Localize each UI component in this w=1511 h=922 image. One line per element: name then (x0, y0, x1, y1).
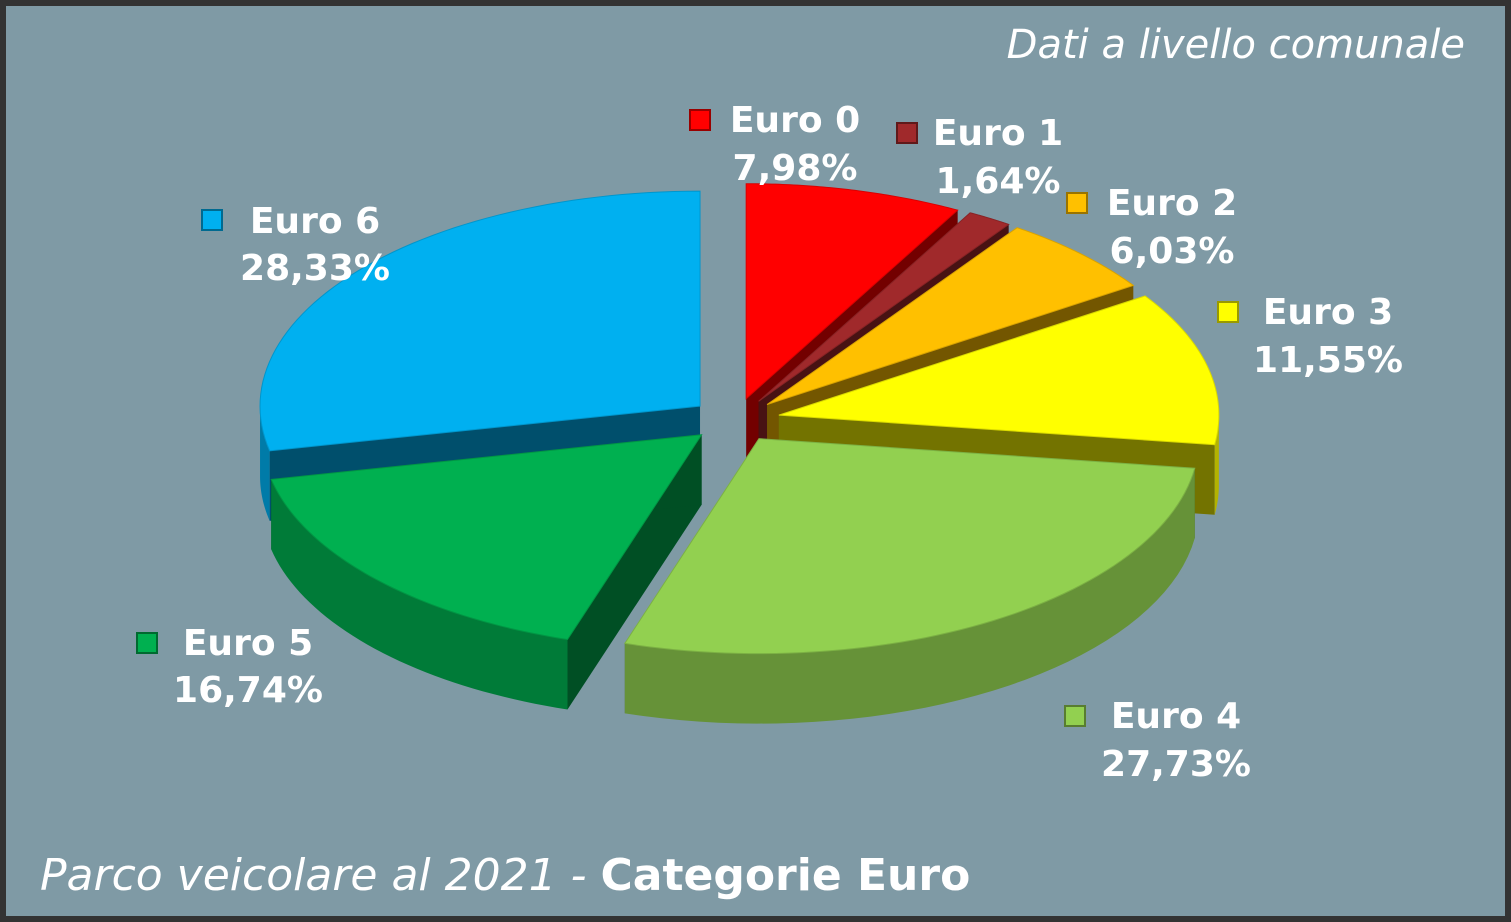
title-text: Parco veicolare al 2021 - (40, 850, 600, 901)
annotation: Dati a livello comunale (1007, 22, 1465, 68)
slice-label: Euro 4 (1111, 696, 1241, 737)
slice-side (624, 468, 1195, 724)
chart-title: Parco veicolare al 2021 - Categorie Euro (40, 850, 970, 901)
slice-label: Euro 2 (1107, 183, 1237, 224)
slice-label: Euro 5 (183, 623, 313, 664)
slice-side (1214, 415, 1219, 515)
legend-swatch (896, 122, 918, 144)
value-label: 16,74% (173, 670, 323, 711)
slice (745, 183, 959, 400)
slice-label: Euro 3 (1263, 292, 1393, 333)
legend-swatch (201, 209, 223, 231)
slice (259, 190, 701, 452)
slice-label: Euro 1 (933, 113, 1063, 154)
title-bold: Categorie Euro (600, 850, 970, 901)
legend-swatch (1066, 192, 1088, 214)
slice (758, 212, 1010, 402)
slice-side (260, 406, 270, 521)
legend-swatch (1217, 301, 1239, 323)
value-label: 6,03% (1110, 231, 1235, 272)
legend-swatch (136, 632, 158, 654)
legend-swatch (1064, 705, 1086, 727)
slice-label: Euro 6 (250, 201, 380, 242)
slice (623, 438, 1196, 655)
value-label: 27,73% (1101, 744, 1251, 785)
value-label: 11,55% (1253, 340, 1403, 381)
slice (766, 227, 1135, 406)
value-label: 7,98% (733, 148, 858, 189)
legend-swatch (689, 109, 711, 131)
slice-label: Euro 0 (730, 100, 860, 141)
slice-side (271, 479, 568, 710)
value-label: 28,33% (240, 248, 390, 289)
value-label: 1,64% (936, 161, 1061, 202)
slice (778, 295, 1220, 446)
slice (270, 434, 703, 641)
